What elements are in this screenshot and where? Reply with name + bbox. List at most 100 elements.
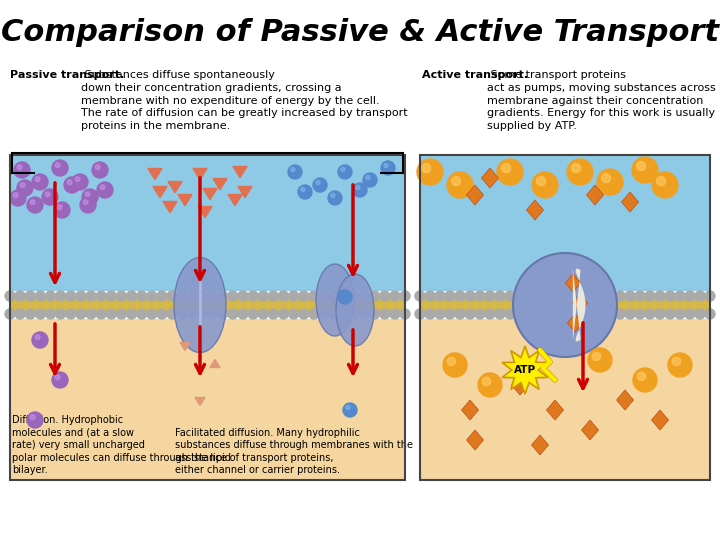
Circle shape — [356, 185, 360, 190]
Circle shape — [76, 309, 86, 319]
Polygon shape — [238, 186, 252, 198]
Polygon shape — [502, 346, 548, 394]
Circle shape — [595, 309, 605, 319]
Polygon shape — [178, 194, 192, 206]
Circle shape — [567, 159, 593, 185]
Circle shape — [117, 291, 127, 301]
Circle shape — [672, 357, 680, 366]
Bar — [10, 296, 405, 314]
Circle shape — [330, 193, 335, 198]
Circle shape — [585, 291, 595, 301]
Circle shape — [95, 165, 100, 170]
Circle shape — [615, 309, 625, 319]
Circle shape — [635, 291, 645, 301]
Circle shape — [384, 164, 388, 167]
Circle shape — [447, 172, 473, 198]
Circle shape — [309, 291, 319, 301]
Circle shape — [349, 291, 359, 301]
Polygon shape — [652, 410, 668, 430]
Circle shape — [451, 177, 461, 186]
Circle shape — [400, 291, 410, 301]
Circle shape — [465, 309, 475, 319]
Circle shape — [339, 291, 349, 301]
Circle shape — [515, 291, 525, 301]
Bar — [10, 319, 405, 480]
Polygon shape — [153, 186, 167, 198]
Circle shape — [597, 169, 623, 195]
Circle shape — [42, 189, 58, 205]
Circle shape — [652, 172, 678, 198]
Circle shape — [415, 309, 425, 319]
Circle shape — [55, 309, 66, 319]
Circle shape — [117, 309, 127, 319]
Circle shape — [228, 291, 238, 301]
Circle shape — [299, 291, 309, 301]
Circle shape — [157, 291, 167, 301]
Circle shape — [298, 185, 312, 199]
Polygon shape — [163, 201, 177, 213]
Circle shape — [197, 309, 207, 319]
Circle shape — [668, 353, 692, 377]
Polygon shape — [195, 397, 205, 406]
Circle shape — [338, 165, 352, 179]
Circle shape — [157, 309, 167, 319]
Circle shape — [625, 291, 635, 301]
Circle shape — [605, 309, 615, 319]
Circle shape — [495, 291, 505, 301]
Circle shape — [66, 309, 76, 319]
Circle shape — [536, 177, 546, 186]
Circle shape — [475, 291, 485, 301]
Circle shape — [665, 291, 675, 301]
Polygon shape — [587, 185, 603, 205]
Circle shape — [633, 368, 657, 392]
Circle shape — [485, 291, 495, 301]
Circle shape — [92, 162, 108, 178]
Circle shape — [15, 309, 25, 319]
Circle shape — [645, 309, 655, 319]
Circle shape — [555, 309, 565, 319]
Circle shape — [217, 309, 228, 319]
Circle shape — [415, 291, 425, 301]
Polygon shape — [203, 188, 217, 200]
Circle shape — [5, 309, 15, 319]
Circle shape — [532, 172, 558, 198]
Circle shape — [572, 164, 580, 173]
Circle shape — [35, 335, 40, 340]
Polygon shape — [572, 294, 588, 312]
Circle shape — [445, 291, 455, 301]
Circle shape — [515, 309, 525, 319]
Circle shape — [478, 373, 502, 397]
Circle shape — [575, 291, 585, 301]
Circle shape — [390, 291, 400, 301]
Circle shape — [64, 177, 80, 193]
Polygon shape — [546, 400, 564, 420]
Text: Comparison of Passive & Active Transport: Comparison of Passive & Active Transport — [1, 18, 719, 47]
Circle shape — [565, 291, 575, 301]
Circle shape — [84, 200, 88, 205]
Circle shape — [366, 176, 370, 180]
Circle shape — [13, 193, 18, 198]
Circle shape — [497, 159, 523, 185]
Circle shape — [85, 192, 90, 197]
Circle shape — [421, 164, 431, 173]
Text: Diffusion. Hydrophobic
molecules and (at a slow
rate) very small uncharged
polar: Diffusion. Hydrophobic molecules and (at… — [12, 415, 231, 475]
Circle shape — [625, 309, 635, 319]
Circle shape — [187, 291, 197, 301]
Circle shape — [258, 309, 269, 319]
Circle shape — [637, 372, 646, 381]
Circle shape — [379, 291, 390, 301]
Circle shape — [675, 309, 685, 319]
Circle shape — [10, 190, 26, 206]
Circle shape — [288, 165, 302, 179]
Circle shape — [301, 187, 305, 192]
Circle shape — [349, 309, 359, 319]
Circle shape — [32, 174, 48, 190]
Circle shape — [615, 291, 625, 301]
Circle shape — [25, 309, 35, 319]
Circle shape — [665, 309, 675, 319]
Circle shape — [97, 182, 113, 198]
Polygon shape — [582, 420, 598, 440]
Circle shape — [555, 291, 565, 301]
Circle shape — [72, 174, 88, 190]
Circle shape — [55, 375, 60, 380]
